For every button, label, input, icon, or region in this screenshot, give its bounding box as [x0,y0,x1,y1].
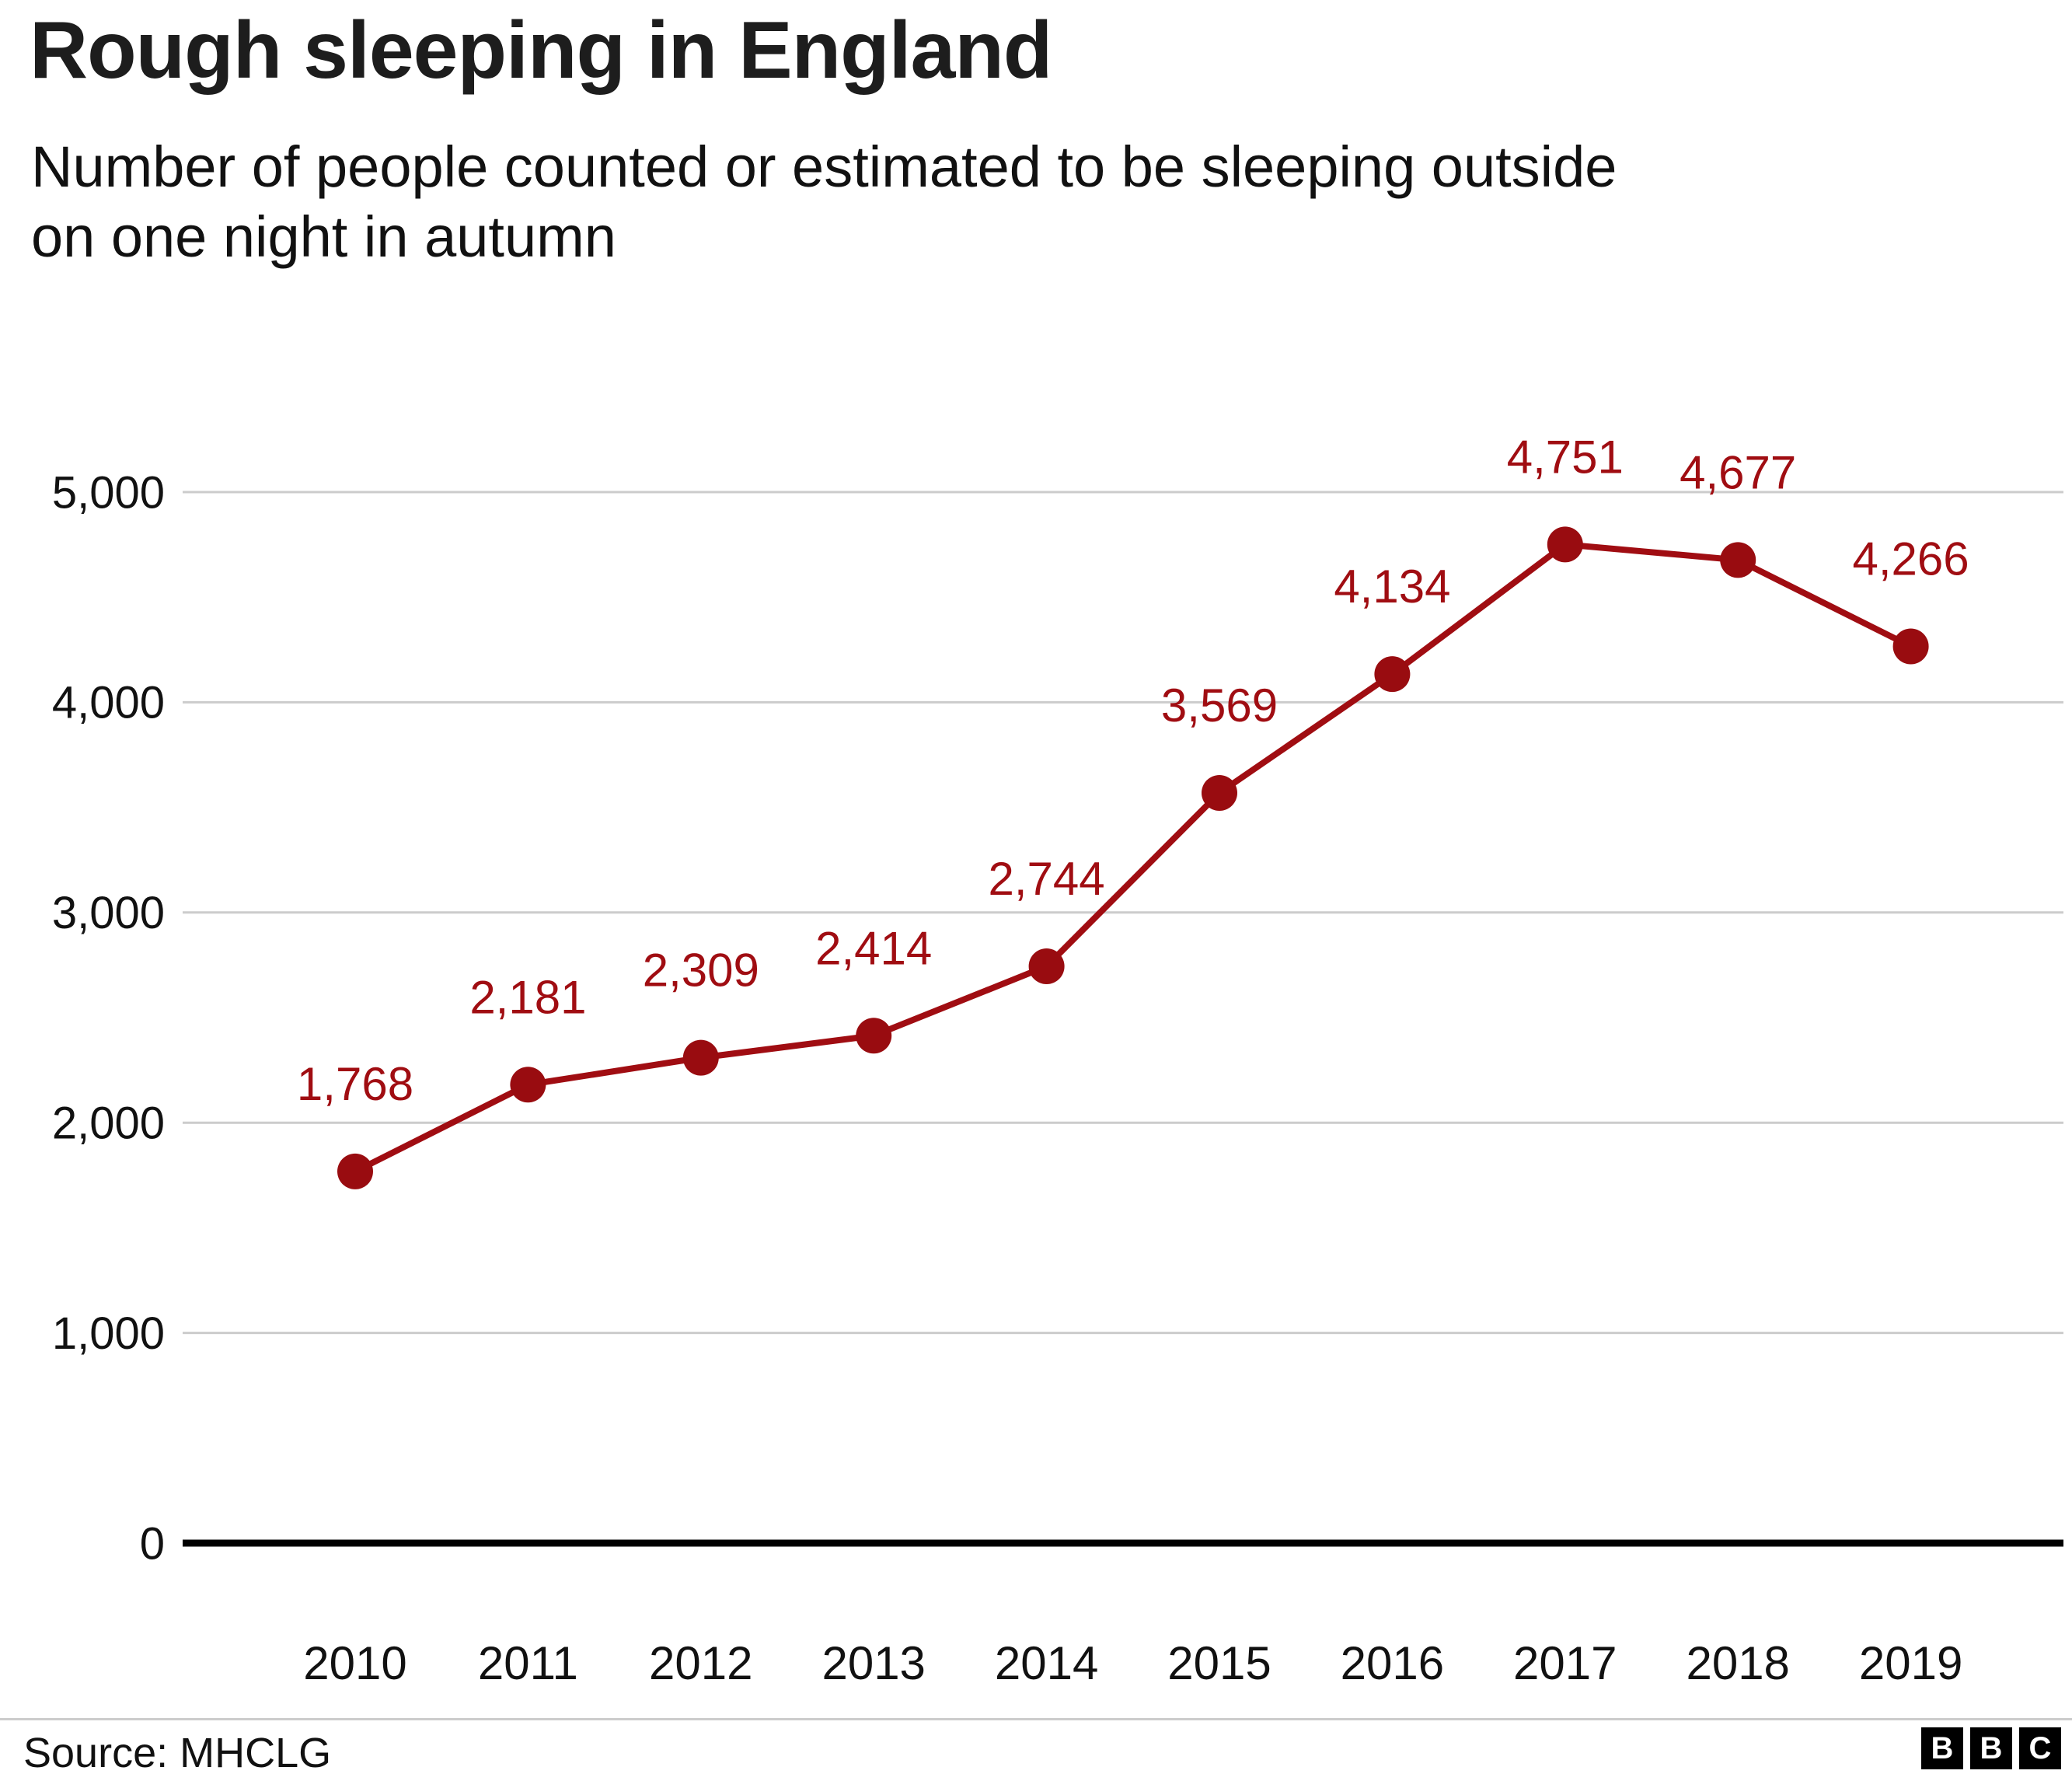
x-tick-label: 2016 [1341,1637,1444,1689]
data-point-label: 4,677 [1680,446,1796,498]
data-point [510,1067,546,1103]
x-tick-label: 2012 [649,1637,752,1689]
x-tick-label: 2015 [1167,1637,1271,1689]
bbc-logo-letter: C [2019,1727,2061,1769]
data-point [682,1039,719,1076]
y-tick-label: 3,000 [52,888,165,938]
x-tick-label: 2013 [821,1637,925,1689]
data-point-label: 2,414 [815,922,932,974]
data-point [1202,774,1237,811]
source-label: Source: MHCLG [23,1730,332,1776]
x-tick-label: 2010 [303,1637,406,1689]
bbc-logo: B B C [1921,1727,2061,1769]
data-point-label: 2,744 [989,853,1105,905]
chart-title: Rough sleeping in England [30,5,1052,96]
x-tick-label: 2017 [1513,1637,1617,1689]
x-tick-label: 2014 [995,1637,1098,1689]
x-tick-label: 2019 [1859,1637,1962,1689]
data-point [1720,542,1756,578]
data-line [352,541,1914,1175]
data-point-label: 4,134 [1334,560,1450,613]
data-point [1028,948,1065,985]
y-tick-label: 2,000 [52,1098,165,1149]
data-point-label: 4,751 [1507,431,1624,483]
data-point-label: 2,309 [643,945,759,997]
data-point-label: 2,181 [469,971,586,1023]
y-tick-label: 5,000 [52,467,165,518]
data-point-label: 1,768 [297,1058,413,1110]
data-point [1547,526,1583,563]
x-tick-label: 2018 [1686,1637,1789,1689]
data-point [856,1018,892,1054]
footer-divider [0,1718,2072,1720]
bbc-logo-letter: B [1921,1727,1963,1769]
data-point-label: 4,266 [1853,533,1969,585]
y-tick-label: 1,000 [52,1308,165,1359]
data-point [1374,656,1411,693]
bbc-logo-letter: B [1970,1727,2012,1769]
x-tick-label: 2011 [478,1637,578,1689]
data-point [337,1153,373,1189]
data-point [1892,628,1929,665]
chart-subtitle: Number of people counted or estimated to… [31,134,1617,270]
y-tick-label: 0 [140,1518,165,1569]
data-point-label: 3,569 [1161,679,1278,732]
y-tick-label: 4,000 [52,678,165,728]
